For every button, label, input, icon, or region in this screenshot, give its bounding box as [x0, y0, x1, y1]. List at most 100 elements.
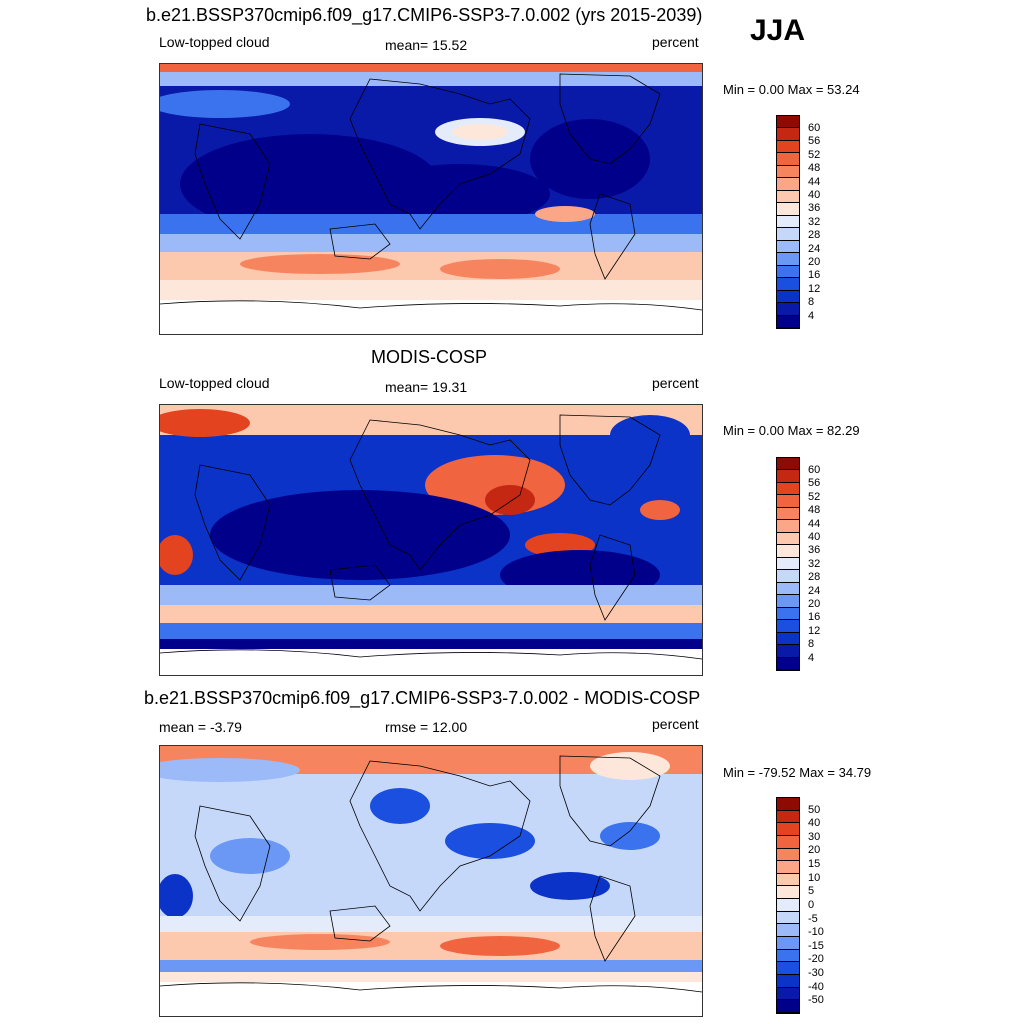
- colorbar-tick: 60: [808, 122, 821, 134]
- colorbar-tick: 12: [808, 283, 821, 295]
- colorbar-tick: 28: [808, 229, 821, 241]
- colorbar-swatch: [777, 620, 799, 633]
- colorbar-swatch: [777, 278, 799, 291]
- colorbar-tick: 44: [808, 176, 821, 188]
- colorbar-tick: 24: [808, 585, 821, 597]
- panel-1-colorbar-ticks: 60 56 52 48 44 40 36 32 28 24 20 16 12 8…: [808, 115, 848, 327]
- panel-2-map: [159, 404, 703, 676]
- colorbar-tick: 52: [808, 149, 821, 161]
- colorbar-swatch: [777, 835, 799, 849]
- colorbar-swatch: [777, 140, 799, 154]
- colorbar-swatch: [777, 253, 799, 266]
- panel-2-title: MODIS-COSP: [371, 347, 488, 367]
- colorbar-swatch: [777, 645, 799, 658]
- panel-2-units-label: percent: [652, 375, 699, 391]
- colorbar-swatch: [777, 507, 799, 521]
- colorbar-swatch: [777, 532, 799, 546]
- colorbar-swatch: [777, 911, 799, 925]
- colorbar-swatch: [777, 470, 799, 483]
- colorbar-tick: 60: [808, 464, 821, 476]
- colorbar-swatch: [777, 228, 799, 241]
- colorbar-swatch: [777, 861, 799, 874]
- colorbar-swatch: [777, 823, 799, 836]
- colorbar-swatch: [777, 595, 799, 608]
- colorbar-swatch: [777, 128, 799, 141]
- colorbar-swatch: [777, 203, 799, 216]
- colorbar-tick: 4: [808, 310, 815, 322]
- colorbar-swatch: [777, 265, 799, 279]
- colorbar-swatch: [777, 215, 799, 229]
- panel-3-map: [159, 745, 703, 1017]
- panel-2-variable-label: Low-topped cloud: [159, 375, 270, 391]
- season-label: JJA: [750, 14, 806, 47]
- colorbar-tick: 32: [808, 216, 821, 228]
- colorbar-swatch: [777, 962, 799, 975]
- colorbar-swatch: [777, 116, 799, 129]
- panel-3-mean-label: mean = -3.79: [159, 719, 242, 735]
- colorbar-swatch: [777, 632, 799, 646]
- colorbar-swatch: [777, 153, 799, 166]
- colorbar-tick: 40: [808, 817, 821, 829]
- colorbar-tick: 20: [808, 844, 821, 856]
- panel-1-variable-label: Low-topped cloud: [159, 34, 270, 50]
- colorbar-swatch: [777, 240, 799, 254]
- panel-2-mean-label: mean= 19.31: [385, 379, 468, 395]
- colorbar-tick: 15: [808, 858, 821, 870]
- colorbar-tick: 0: [808, 899, 815, 911]
- colorbar-tick: 56: [808, 135, 821, 147]
- colorbar-tick: 50: [808, 804, 821, 816]
- colorbar-tick: 12: [808, 625, 821, 637]
- colorbar-tick: 8: [808, 296, 815, 308]
- colorbar-tick: 5: [808, 885, 815, 897]
- colorbar-tick: 16: [808, 611, 821, 623]
- colorbar-swatch: [777, 886, 799, 900]
- colorbar-tick: 24: [808, 243, 821, 255]
- panel-3-rmse-label: rmse = 12.00: [385, 719, 468, 735]
- colorbar-swatch: [777, 520, 799, 533]
- panel-2-minmax: Min = 0.00 Max = 82.29: [723, 423, 860, 438]
- panel-1-mean-label: mean= 15.52: [385, 37, 468, 53]
- colorbar-tick: 56: [808, 477, 821, 489]
- colorbar-tick: 28: [808, 571, 821, 583]
- colorbar-swatch: [777, 974, 799, 988]
- colorbar-swatch: [777, 315, 799, 328]
- colorbar-swatch: [777, 303, 799, 316]
- colorbar-tick: 20: [808, 256, 821, 268]
- colorbar-swatch: [777, 798, 799, 811]
- colorbar-swatch: [777, 482, 799, 496]
- colorbar-swatch: [777, 545, 799, 558]
- colorbar-tick: 10: [808, 872, 821, 884]
- colorbar-tick: -20: [808, 953, 824, 965]
- colorbar-tick: 40: [808, 531, 821, 543]
- colorbar-tick: 8: [808, 638, 815, 650]
- colorbar-swatch: [777, 607, 799, 621]
- colorbar-swatch: [777, 495, 799, 508]
- panel-1-minmax: Min = 0.00 Max = 53.24: [723, 82, 860, 97]
- colorbar-swatch: [777, 458, 799, 471]
- panel-2-colorbar: [776, 457, 800, 671]
- colorbar-swatch: [777, 190, 799, 204]
- panel-1-title: b.e21.BSSP370cmip6.f09_g17.CMIP6-SSP3-7.…: [146, 5, 703, 25]
- panel-2-colorbar-ticks: 60 56 52 48 44 40 36 32 28 24 20 16 12 8…: [808, 457, 848, 669]
- colorbar-swatch: [777, 557, 799, 571]
- colorbar-swatch: [777, 178, 799, 191]
- colorbar-swatch: [777, 582, 799, 596]
- colorbar-swatch: [777, 570, 799, 583]
- panel-3-units-label: percent: [652, 716, 699, 732]
- panel-1-colorbar: [776, 115, 800, 329]
- colorbar-tick: 36: [808, 202, 821, 214]
- colorbar-tick: 16: [808, 269, 821, 281]
- colorbar-tick: 20: [808, 598, 821, 610]
- panel-1-map: [159, 63, 703, 335]
- colorbar-tick: 40: [808, 189, 821, 201]
- colorbar-swatch: [777, 949, 799, 963]
- colorbar-tick: 30: [808, 831, 821, 843]
- colorbar-swatch: [777, 165, 799, 179]
- colorbar-swatch: [777, 937, 799, 950]
- colorbar-swatch: [777, 290, 799, 304]
- colorbar-tick: -10: [808, 926, 824, 938]
- colorbar-tick: 48: [808, 504, 821, 516]
- colorbar-tick: -50: [808, 994, 824, 1006]
- colorbar-tick: 52: [808, 491, 821, 503]
- colorbar-tick: 36: [808, 544, 821, 556]
